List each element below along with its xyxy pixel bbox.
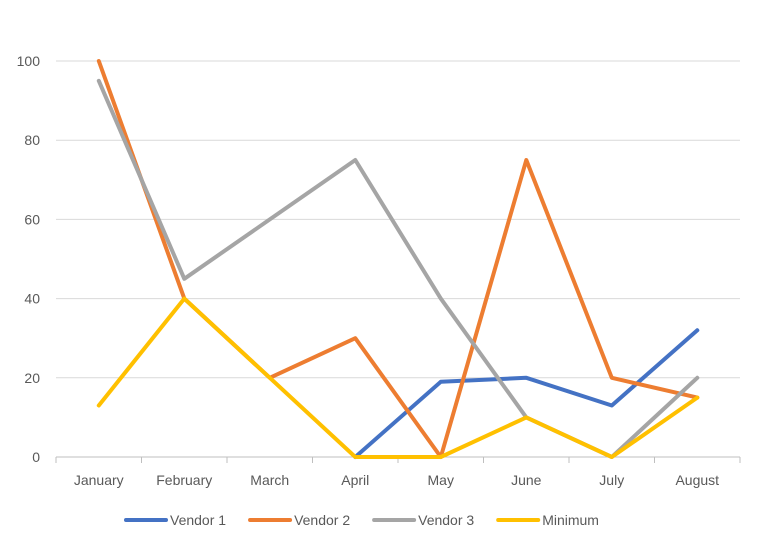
y-axis: 0 20 40 60 80 100 [17,53,41,465]
x-axis: January February March April May June July Augu… [55,457,741,488]
x-tick-label: February [156,472,212,488]
y-tick-label: 40 [24,291,40,307]
legend-label: Minimum [542,512,599,528]
y-tick-label: 100 [17,53,41,69]
x-tick-label: July [599,472,624,488]
legend-label: Vendor 1 [170,512,226,528]
legend: Vendor 1 Vendor 2 Vendor 3 Minimum [124,512,599,528]
x-tick-label: June [511,472,542,488]
y-tick-label: 80 [24,132,40,148]
x-tick-label: March [250,472,289,488]
series-line-minimum [96,296,700,459]
gridlines [56,60,740,458]
series-line-vendor-1 [353,328,700,459]
y-tick-label: 0 [32,449,40,465]
x-tick-label: January [74,472,124,488]
series-lines [96,59,700,459]
x-tick-label: May [428,472,454,488]
y-tick-label: 60 [24,211,40,227]
x-tick-label: August [675,472,719,488]
legend-label: Vendor 2 [294,512,350,528]
series-line-vendor-2 [96,59,700,459]
x-tick-label: April [341,472,369,488]
legend-label: Vendor 3 [418,512,474,528]
y-tick-label: 20 [24,370,40,386]
